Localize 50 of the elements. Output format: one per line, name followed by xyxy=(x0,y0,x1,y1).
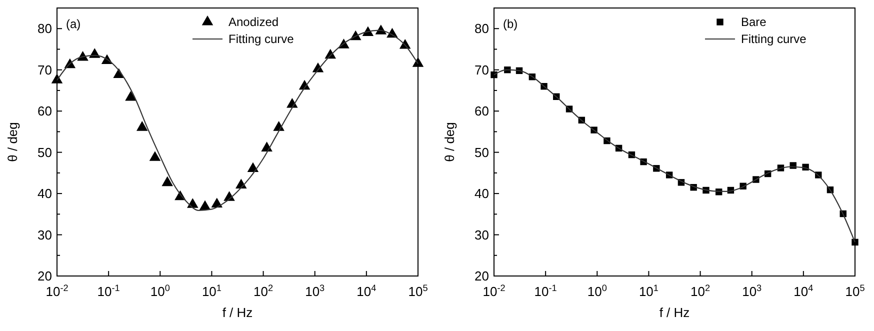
y-tick-label: 40 xyxy=(38,186,52,202)
x-tick-label: 10$^{-2}$ xyxy=(46,283,68,299)
legend-label: Bare xyxy=(741,15,767,30)
annotation: (a) xyxy=(66,17,81,31)
point xyxy=(412,57,424,67)
annotation: (b) xyxy=(503,17,518,31)
y-tick-label: 60 xyxy=(38,104,52,119)
point xyxy=(187,198,198,208)
y-tick-label: 60 xyxy=(474,104,489,119)
legend-label: Anodized xyxy=(228,15,279,30)
x-tick-label: 10$^{4}$ xyxy=(356,283,376,299)
x-axis-title: f / Hz xyxy=(222,305,253,320)
x-tick-label: 10$^{3}$ xyxy=(305,283,325,299)
x-tick-label: 10$^{2}$ xyxy=(690,283,710,299)
x-tick-label: 10$^{2}$ xyxy=(254,283,274,299)
point xyxy=(51,74,63,84)
x-tick-label: 10$^{-1}$ xyxy=(534,283,557,299)
y-tick-label: 70 xyxy=(38,62,52,78)
x-tick-label: 10$^{4}$ xyxy=(794,283,814,299)
x-tick-label: 10$^{5}$ xyxy=(845,283,865,299)
y-tick-label: 40 xyxy=(474,186,489,202)
x-tick-label: 10$^{0}$ xyxy=(150,283,170,299)
point xyxy=(261,142,272,152)
point xyxy=(490,71,498,78)
y-tick-label: 20 xyxy=(38,268,52,284)
x-tick-label: 10$^{-2}$ xyxy=(482,283,506,299)
point xyxy=(162,176,173,186)
point xyxy=(136,121,148,131)
x-tick-label: 10$^{1}$ xyxy=(638,283,658,299)
point xyxy=(125,90,136,101)
x-tick-label: 10$^{-1}$ xyxy=(97,283,120,299)
point xyxy=(852,238,858,246)
y-tick-label: 80 xyxy=(38,21,52,36)
y-tick-label: 30 xyxy=(474,227,489,242)
y-tick-label: 80 xyxy=(474,21,489,36)
y-axis-title: θ / deg xyxy=(442,122,457,162)
x-tick-label: 10$^{0}$ xyxy=(587,283,607,299)
legend-label: Fitting curve xyxy=(741,32,807,46)
x-tick-label: 10$^{3}$ xyxy=(742,283,762,299)
legend-label: Fitting curve xyxy=(228,32,294,46)
x-axis-title: f / Hz xyxy=(659,305,690,320)
y-tick-label: 50 xyxy=(38,144,52,160)
y-tick-label: 30 xyxy=(38,227,52,242)
point xyxy=(149,151,161,161)
x-tick-label: 10$^{1}$ xyxy=(202,283,222,299)
x-tick-label: 10$^{5}$ xyxy=(408,283,428,299)
y-tick-label: 20 xyxy=(474,268,489,284)
y-axis-title: θ / deg xyxy=(5,122,20,162)
y-tick-label: 50 xyxy=(474,144,489,160)
y-tick-label: 70 xyxy=(474,62,489,78)
